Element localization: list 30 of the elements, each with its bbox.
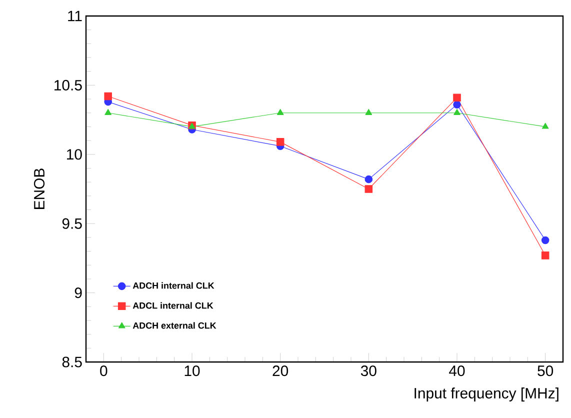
x-axis-title: Input frequency [MHz]: [414, 388, 558, 402]
point: [364, 175, 373, 184]
x-tick-label: 20: [272, 366, 288, 376]
legend-label: ADCH internal CLK: [132, 282, 214, 289]
point: [542, 122, 549, 129]
point: [104, 108, 112, 115]
point: [364, 185, 373, 193]
y-tick-label: 9.5: [62, 218, 82, 229]
x-tick-label: 40: [449, 366, 465, 376]
y-tick-label: 11: [68, 10, 82, 22]
point: [276, 108, 284, 115]
y-tick-label: 10: [67, 149, 82, 160]
y-tick-label: 8.5: [62, 356, 82, 368]
point: [454, 108, 460, 115]
point: [541, 236, 550, 244]
legend-label: ADCH external CLK: [132, 322, 216, 329]
legend-label: ADCL internal CLK: [132, 302, 214, 309]
y-tick-label: 9: [74, 288, 82, 298]
x-tick-label: 10: [184, 366, 200, 376]
point: [453, 100, 461, 108]
point: [104, 92, 112, 100]
x-tick-label: 30: [360, 366, 376, 376]
point: [541, 252, 550, 260]
point: [453, 94, 461, 102]
point: [365, 108, 372, 115]
point: [276, 138, 284, 146]
y-tick-label: 10.5: [54, 80, 82, 90]
y-axis-title: ENOB: [34, 168, 45, 209]
x-tick-label: 50: [538, 366, 554, 376]
x-tick-label: 0: [100, 366, 108, 376]
